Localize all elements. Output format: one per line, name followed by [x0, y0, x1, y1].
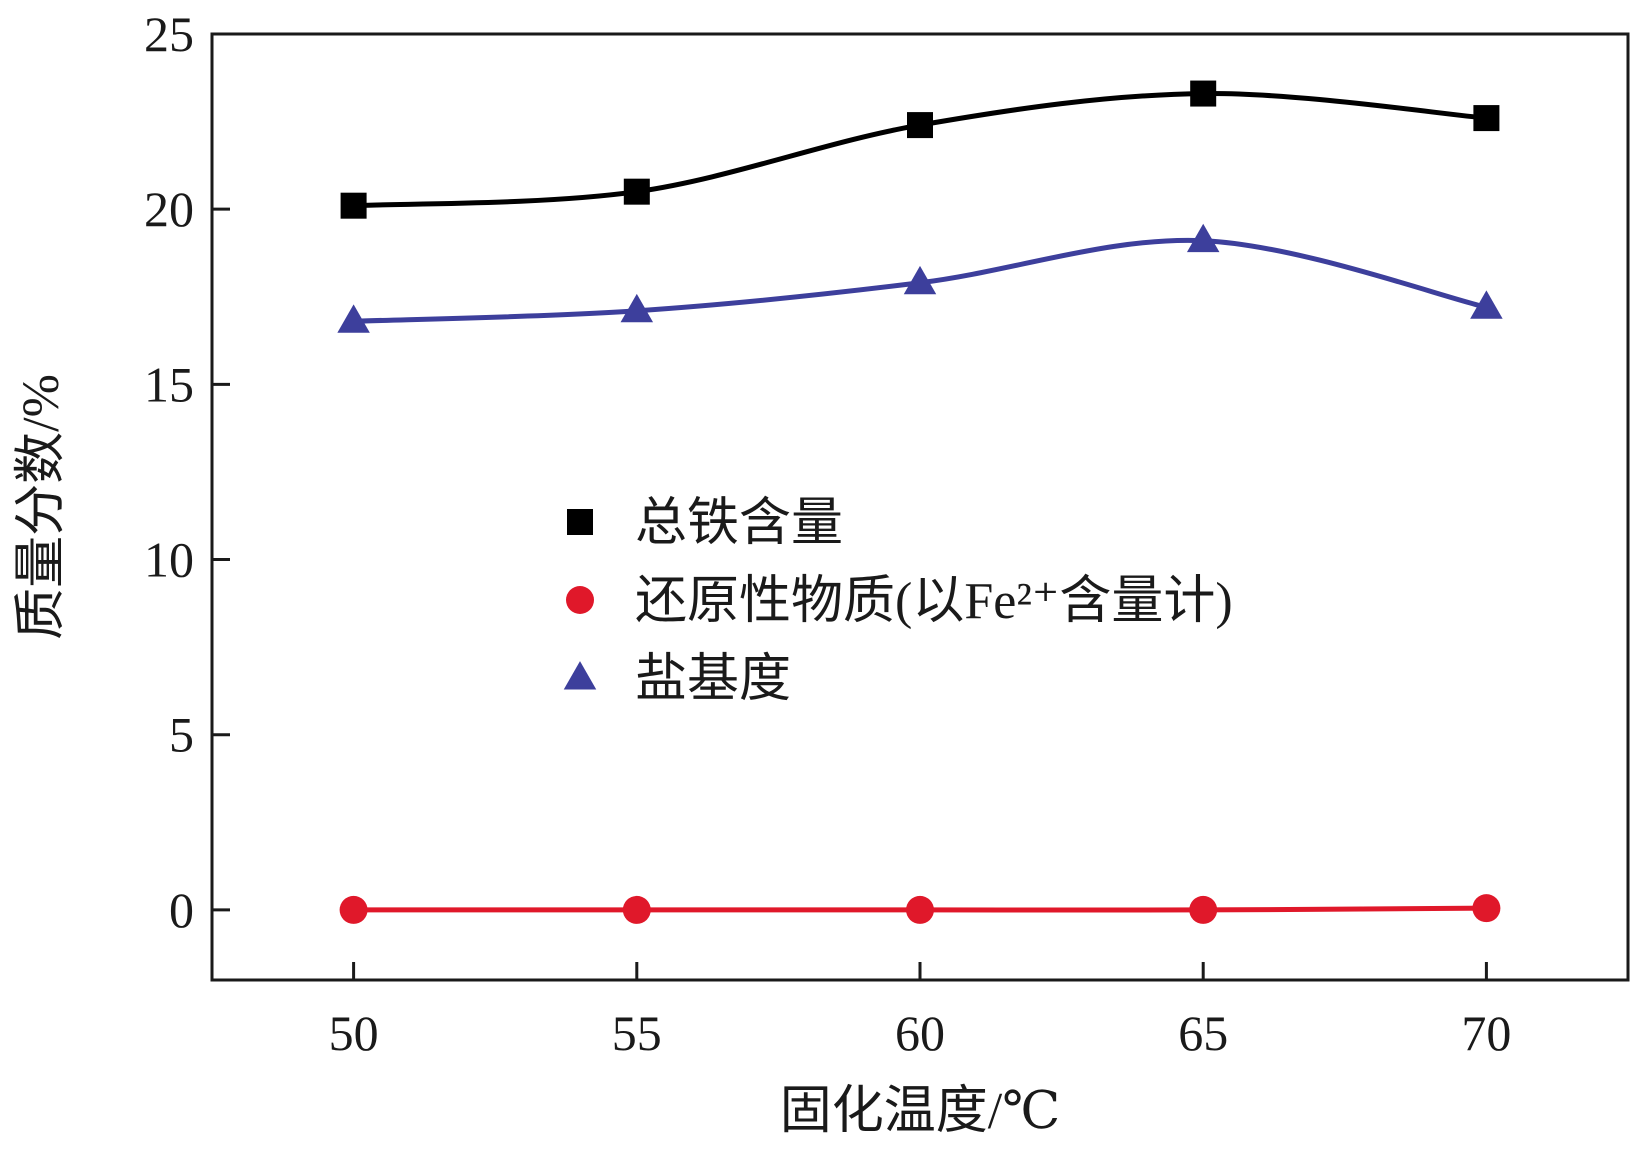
x-axis-title: 固化温度/℃: [780, 1083, 1061, 1140]
data-point-series-2: [620, 293, 654, 323]
data-point-series-1: [339, 895, 368, 924]
data-point-series-0: [623, 178, 650, 205]
data-point-series-2: [1186, 223, 1220, 253]
y-tick-label: 15: [144, 356, 194, 412]
data-point-series-0: [1473, 105, 1500, 132]
legend-marker-1: [566, 586, 594, 614]
data-point-series-2: [337, 304, 370, 333]
y-tick-label: 0: [169, 882, 194, 938]
y-axis-title: 质量分数/%: [13, 374, 70, 640]
x-tick-label: 50: [329, 1005, 379, 1061]
data-point-series-1: [1472, 894, 1501, 923]
legend-label-0: 总铁含量: [635, 495, 843, 552]
series-markers: [337, 80, 1503, 924]
y-tick-label: 5: [169, 707, 194, 763]
data-point-series-1: [906, 895, 934, 924]
x-tick-label: 60: [895, 1005, 945, 1061]
legend-marker-0: [567, 509, 593, 535]
y-tick-label: 25: [144, 6, 194, 62]
x-tick-label: 65: [1178, 1005, 1228, 1061]
y-tick-label: 20: [144, 181, 194, 237]
legend-marker-2: [563, 661, 597, 690]
data-point-series-2: [1470, 290, 1503, 319]
legend-label-1: 还原性物质(以Fe²⁺含量计): [635, 573, 1233, 630]
legend-label-2: 盐基度: [635, 651, 791, 708]
data-point-series-1: [622, 895, 651, 924]
data-point-series-1: [1189, 895, 1218, 924]
x-tick-label: 70: [1461, 1005, 1511, 1061]
axes: 50 55 60 65 70 0 5 10 15 20 25: [144, 6, 1511, 1061]
x-tick-label: 55: [612, 1005, 662, 1061]
series-curves: [353, 91, 1487, 913]
plot-frame: [210, 32, 1630, 982]
data-point-series-0: [1190, 80, 1217, 107]
y-tick-label: 10: [144, 532, 194, 588]
data-point-series-0: [340, 192, 367, 219]
data-point-series-2: [903, 265, 937, 295]
series-line-0: [353, 91, 1487, 209]
data-point-series-0: [907, 112, 933, 139]
